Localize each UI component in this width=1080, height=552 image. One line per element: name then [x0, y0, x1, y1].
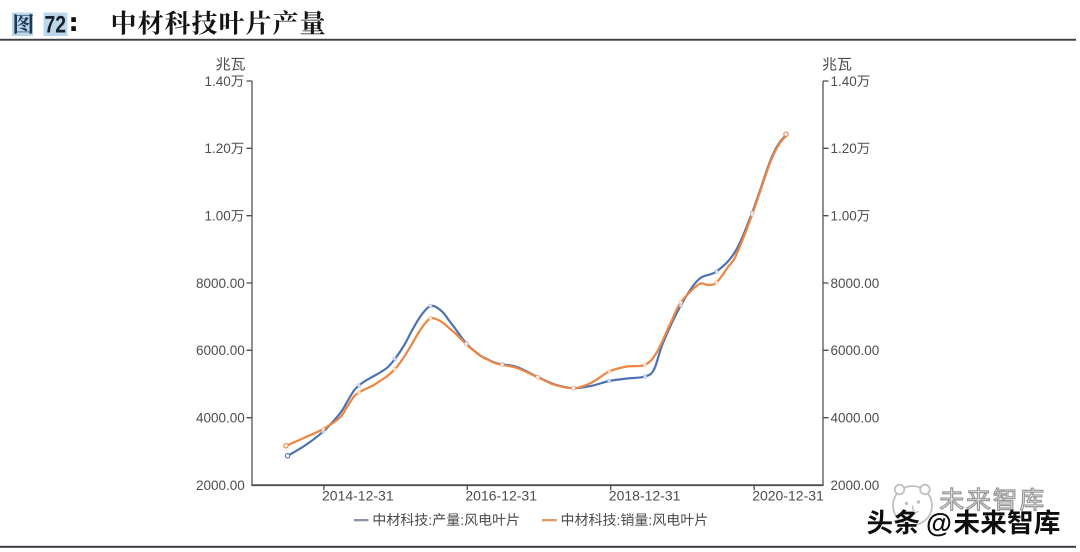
svg-text:1.40: 1.40	[831, 74, 857, 89]
svg-text:1.20: 1.20	[831, 141, 857, 156]
svg-text::: :	[460, 512, 464, 528]
svg-text:72: 72	[45, 12, 67, 39]
svg-text:6000.00: 6000.00	[831, 343, 880, 358]
svg-text::: :	[617, 512, 621, 528]
svg-text:2000.00: 2000.00	[831, 478, 880, 493]
svg-text:2018-12-31: 2018-12-31	[609, 488, 681, 504]
svg-text:1.00: 1.00	[831, 209, 857, 224]
svg-text:8000.00: 8000.00	[196, 276, 245, 291]
svg-text:1.20: 1.20	[205, 141, 231, 156]
svg-text::: :	[428, 512, 432, 528]
svg-text::: :	[648, 512, 652, 528]
svg-text:2014-12-31: 2014-12-31	[322, 488, 394, 504]
svg-text:2020-12-31: 2020-12-31	[752, 488, 824, 504]
svg-text:4000.00: 4000.00	[196, 411, 245, 426]
svg-text:@: @	[926, 508, 952, 538]
svg-text:2016-12-31: 2016-12-31	[465, 488, 537, 504]
svg-text:6000.00: 6000.00	[196, 343, 245, 358]
svg-text:1.40: 1.40	[205, 74, 231, 89]
svg-text:8000.00: 8000.00	[831, 276, 880, 291]
svg-text:4000.00: 4000.00	[831, 411, 880, 426]
svg-text:1.00: 1.00	[205, 209, 231, 224]
svg-text:2000.00: 2000.00	[196, 478, 245, 493]
